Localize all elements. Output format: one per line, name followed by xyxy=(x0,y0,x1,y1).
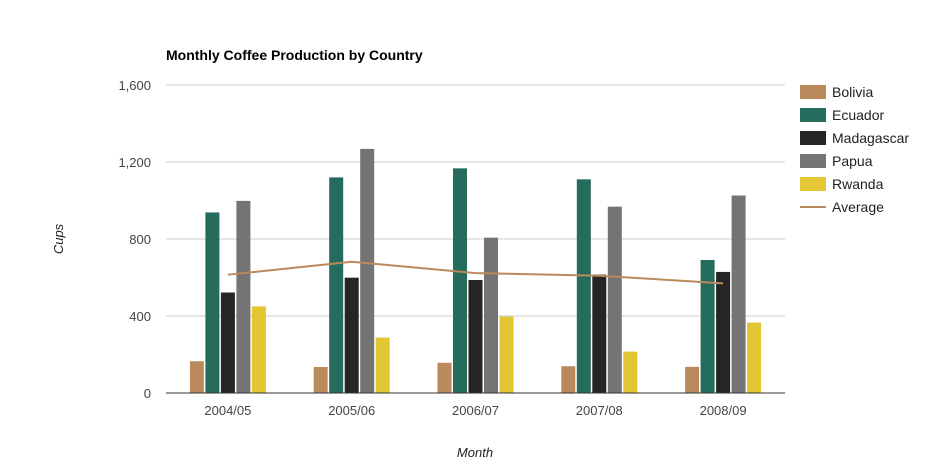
x-tick-label: 2006/07 xyxy=(452,403,499,418)
y-axis-label: Cups xyxy=(51,223,66,254)
bar-madagascar-2008-09[interactable] xyxy=(716,271,731,393)
bar-madagascar-2006-07[interactable] xyxy=(468,280,483,393)
x-tick-label: 2008/09 xyxy=(700,403,747,418)
y-tick-label: 0 xyxy=(144,386,151,401)
legend-label-average[interactable]: Average xyxy=(832,199,884,215)
bar-bolivia-2006-07[interactable] xyxy=(437,362,452,393)
y-tick-label: 400 xyxy=(129,309,151,324)
legend-label-rwanda[interactable]: Rwanda xyxy=(832,176,884,192)
bar-rwanda-2007-08[interactable] xyxy=(623,351,638,393)
line-average[interactable] xyxy=(227,260,724,285)
y-tick-label: 1,200 xyxy=(118,155,151,170)
legend-label-bolivia[interactable]: Bolivia xyxy=(832,84,873,100)
bar-papua-2007-08[interactable] xyxy=(607,206,622,393)
x-axis-ticks: 2004/05 2005/06 2006/07 2007/08 2008/09 xyxy=(204,403,746,418)
y-tick-label: 1,600 xyxy=(118,78,151,93)
bar-papua-2008-09[interactable] xyxy=(731,195,746,393)
bar-madagascar-2005-06[interactable] xyxy=(344,277,359,393)
legend-swatch-ecuador xyxy=(800,108,826,122)
x-axis-label: Month xyxy=(457,445,493,460)
bar-bolivia-2008-09[interactable] xyxy=(685,366,700,393)
bar-rwanda-2006-07[interactable] xyxy=(499,316,514,393)
y-axis-ticks: 0 400 800 1,200 1,600 xyxy=(118,78,151,401)
bar-rwanda-2005-06[interactable] xyxy=(375,337,390,393)
legend-swatch-papua xyxy=(800,154,826,168)
legend-swatch-rwanda xyxy=(800,177,826,191)
bar-madagascar-2007-08[interactable] xyxy=(592,274,607,393)
bar-ecuador-2005-06[interactable] xyxy=(329,177,344,393)
bar-bolivia-2004-05[interactable] xyxy=(189,361,204,393)
x-tick-label: 2005/06 xyxy=(328,403,375,418)
x-tick-label: 2007/08 xyxy=(576,403,623,418)
legend-swatch-madagascar xyxy=(800,131,826,145)
bar-ecuador-2004-05[interactable] xyxy=(205,212,220,393)
bar-rwanda-2004-05[interactable] xyxy=(251,306,266,393)
legend: Bolivia Ecuador Madagascar Papua Rwanda Avera… xyxy=(800,84,909,215)
bar-madagascar-2004-05[interactable] xyxy=(220,292,235,393)
bar-bolivia-2005-06[interactable] xyxy=(313,367,328,393)
bar-ecuador-2008-09[interactable] xyxy=(700,259,715,393)
bar-bolivia-2007-08[interactable] xyxy=(561,366,576,393)
bar-ecuador-2007-08[interactable] xyxy=(576,179,591,393)
bar-papua-2005-06[interactable] xyxy=(360,148,375,393)
chart-title: Monthly Coffee Production by Country xyxy=(166,47,423,63)
y-tick-label: 800 xyxy=(129,232,151,247)
x-tick-label: 2004/05 xyxy=(204,403,251,418)
bar-rwanda-2008-09[interactable] xyxy=(747,322,762,393)
bar-ecuador-2006-07[interactable] xyxy=(453,168,467,393)
legend-swatch-bolivia xyxy=(800,85,826,99)
legend-label-madagascar[interactable]: Madagascar xyxy=(832,130,909,146)
average-line-series xyxy=(227,260,724,285)
legend-label-papua[interactable]: Papua xyxy=(832,153,873,169)
bar-series xyxy=(189,148,762,393)
bar-papua-2004-05[interactable] xyxy=(236,200,251,393)
legend-label-ecuador[interactable]: Ecuador xyxy=(832,107,884,123)
bar-papua-2006-07[interactable] xyxy=(484,237,498,393)
